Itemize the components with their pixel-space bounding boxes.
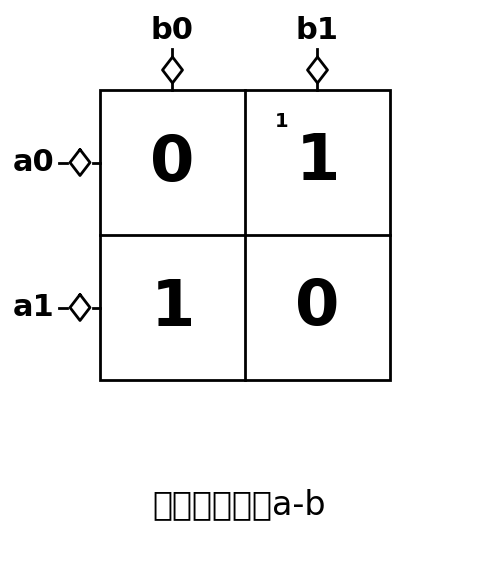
Text: b0: b0 <box>151 16 194 45</box>
Text: 二进减加法表a-b: 二进减加法表a-b <box>152 488 326 521</box>
Text: 0: 0 <box>150 132 195 194</box>
Text: a1: a1 <box>13 293 55 322</box>
Text: 1: 1 <box>274 112 288 132</box>
Bar <box>100 90 390 380</box>
Text: 1: 1 <box>150 277 195 339</box>
Text: b1: b1 <box>296 16 339 45</box>
Text: 1: 1 <box>295 132 340 194</box>
Text: 0: 0 <box>295 277 340 339</box>
Text: a0: a0 <box>13 148 55 177</box>
